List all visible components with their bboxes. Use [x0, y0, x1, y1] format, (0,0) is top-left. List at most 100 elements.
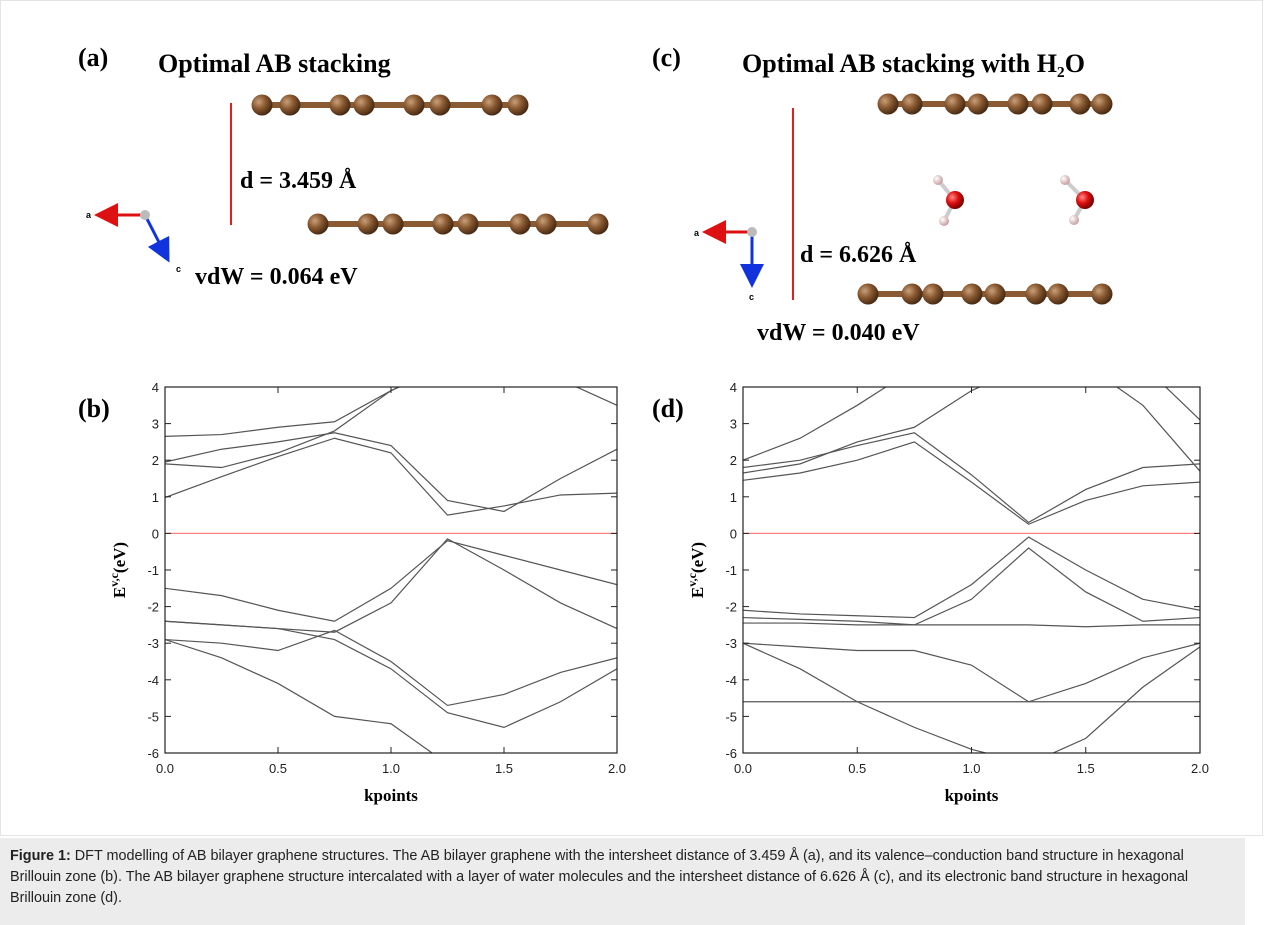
x-axis-label: kpoints	[364, 786, 418, 805]
atom	[252, 95, 273, 116]
body: { "panels": [ {"label": "(a)", "title": …	[0, 0, 1265, 925]
band-line	[165, 539, 617, 632]
band-line	[743, 537, 1200, 618]
axis-label: a	[694, 228, 700, 238]
band-line	[743, 643, 1200, 764]
atom	[968, 94, 989, 115]
charts: -6 -5 -4 -3 -2 -1 0 1 2 3 4 0.0 0.5 1.0 1.5 2.0 kpoints E…	[78, 365, 1209, 805]
energy-label: vdW = 0.064 eV	[195, 264, 358, 290]
y-tick-label: 0	[152, 526, 159, 541]
y-axis-label: Ev,c(eV)	[107, 542, 129, 598]
atom	[1032, 94, 1053, 115]
panel-title: Optimal AB stacking with H₂O	[742, 49, 1085, 78]
band-line	[743, 548, 1200, 625]
y-tick-label: 2	[152, 453, 159, 468]
page: Figure html, body { margin: 0; padding: …	[0, 0, 1265, 925]
band-line	[165, 365, 617, 467]
y-axis-label-part: v,c	[685, 572, 699, 586]
x-tick-label: 0.5	[848, 761, 866, 776]
band-line	[165, 621, 617, 727]
atom	[433, 214, 454, 235]
y-tick-label: 1	[730, 490, 737, 505]
atom	[1092, 284, 1113, 305]
y-tick-label: -1	[147, 563, 159, 578]
x-tick-label: 2.0	[608, 761, 626, 776]
y-tick-label: -6	[725, 746, 737, 761]
atom	[985, 284, 1006, 305]
atom	[588, 214, 609, 235]
panel-title: Optimal AB stacking	[158, 49, 391, 78]
y-tick-label: -6	[147, 746, 159, 761]
x-tick-label: 1.5	[1077, 761, 1095, 776]
band-line	[743, 643, 1200, 702]
atom	[962, 284, 983, 305]
distance-label: d = 6.626 Å	[800, 242, 917, 268]
axis-origin	[747, 227, 757, 237]
y-tick-label: 0	[730, 526, 737, 541]
atom	[508, 95, 529, 116]
atom	[1092, 94, 1113, 115]
energy-label: vdW = 0.040 eV	[757, 320, 920, 346]
atom	[404, 95, 425, 116]
axis-origin	[140, 210, 150, 220]
atom	[1048, 284, 1069, 305]
band-line	[165, 541, 617, 622]
y-tick-label: 4	[730, 380, 737, 395]
band-line	[165, 365, 617, 436]
atom	[458, 214, 479, 235]
x-axis-label: kpoints	[945, 786, 999, 805]
y-axis-label: Ev,c(eV)	[685, 542, 707, 598]
atom	[354, 95, 375, 116]
atom	[358, 214, 379, 235]
atom	[1026, 284, 1047, 305]
y-tick-label: -4	[725, 673, 737, 688]
graphene-layer	[878, 94, 1113, 115]
y-tick-label: 3	[730, 417, 737, 432]
panel-label: (d)	[652, 394, 684, 423]
x-tick-label: 1.0	[382, 761, 400, 776]
atom	[923, 284, 944, 305]
atom	[510, 214, 531, 235]
atom	[308, 214, 329, 235]
x-tick-label: 0.0	[734, 761, 752, 776]
y-tick-label: -1	[725, 563, 737, 578]
y-tick-label: -3	[147, 636, 159, 651]
y-tick-label: 3	[152, 417, 159, 432]
band-line	[165, 438, 617, 515]
axis-label: a	[86, 210, 92, 220]
atom	[430, 95, 451, 116]
axis-label: c	[176, 264, 181, 274]
y-tick-label: 2	[730, 453, 737, 468]
panel-label: (b)	[78, 394, 110, 423]
graphene-layer	[858, 284, 1113, 305]
x-tick-label: 0.0	[156, 761, 174, 776]
band-line	[743, 442, 1200, 524]
y-axis-label-part: v,c	[107, 572, 121, 586]
x-tick-label: 2.0	[1191, 761, 1209, 776]
atom	[858, 284, 879, 305]
y-tick-label: 4	[152, 380, 159, 395]
x-tick-label: 0.5	[269, 761, 287, 776]
y-tick-label: -5	[147, 709, 159, 724]
x-tick-label: 1.0	[962, 761, 980, 776]
atom	[280, 95, 301, 116]
band-line	[165, 630, 617, 705]
panel-label: (a)	[78, 43, 108, 72]
graphene-layer	[308, 214, 609, 235]
band-line	[743, 623, 1200, 627]
y-tick-label: -2	[725, 600, 737, 615]
atom	[902, 94, 923, 115]
water-molecule	[933, 175, 964, 226]
distance-label: d = 3.459 Å	[240, 168, 357, 194]
caption-text: DFT modelling of AB bilayer graphene str…	[10, 848, 1188, 906]
y-tick-label: -2	[147, 600, 159, 615]
y-axis-label-part: (eV)	[688, 542, 707, 573]
y-axis-label-part: E	[688, 587, 707, 598]
atom	[482, 95, 503, 116]
atom	[383, 214, 404, 235]
band-line	[743, 433, 1200, 523]
y-axis-label-part: E	[110, 587, 129, 598]
atom	[536, 214, 557, 235]
y-axis-label-part: (eV)	[110, 542, 129, 573]
